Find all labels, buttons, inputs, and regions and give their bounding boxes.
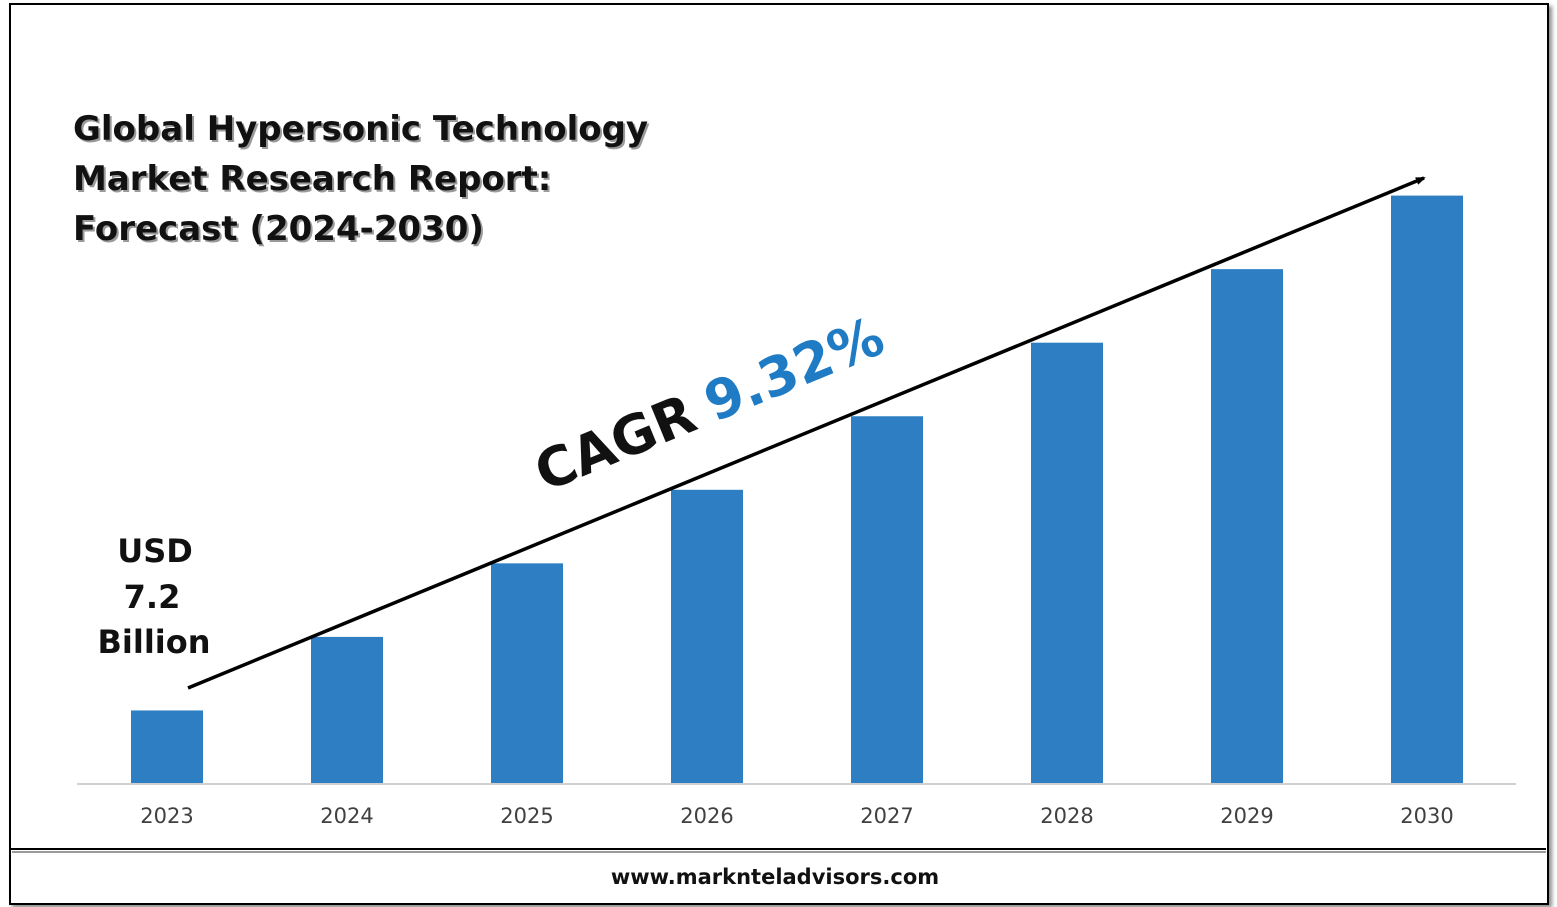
- chart-frame: [9, 3, 1549, 905]
- chart-title-line-2-shadow: Market Research Report:: [75, 161, 553, 201]
- bar-2030: [1391, 195, 1463, 784]
- chart-title-line-3: Forecast (2024-2030): [73, 209, 484, 249]
- cagr-value: 9.32%: [695, 305, 892, 435]
- x-tick-label-2028: 2028: [1040, 804, 1093, 828]
- start-label-value: 7.2: [124, 578, 181, 616]
- x-axis-tick-labels: 2023 2024 2025 2026 2027 2028 2029 2030: [140, 804, 1453, 828]
- x-tick-label-2026: 2026: [680, 804, 733, 828]
- x-tick-label-2023: 2023: [140, 804, 193, 828]
- footer-website[interactable]: www.marknteladvisors.com: [611, 865, 939, 889]
- bar-2028: [1031, 342, 1103, 784]
- x-tick-label-2025: 2025: [500, 804, 553, 828]
- start-label-currency: USD: [117, 532, 193, 570]
- chart-title-line-2: Market Research Report:: [73, 159, 551, 199]
- chart-title: Global Hypersonic Technology Global Hype…: [73, 109, 650, 251]
- trend-arrow: [187, 176, 1426, 690]
- x-tick-label-2024: 2024: [320, 804, 373, 828]
- bar-2025: [491, 563, 563, 784]
- start-label-unit: Billion: [97, 623, 210, 661]
- bar-2027: [851, 416, 923, 784]
- x-tick-label-2027: 2027: [860, 804, 913, 828]
- x-tick-label-2030: 2030: [1400, 804, 1453, 828]
- chart-title-line-1-shadow: Global Hypersonic Technology: [75, 111, 650, 151]
- chart-title-line-3-shadow: Forecast (2024-2030): [75, 211, 486, 251]
- bar-2024: [311, 636, 383, 784]
- bars: [131, 195, 1463, 784]
- bar-2026: [671, 489, 743, 784]
- start-value-label: USD 7.2 Billion: [97, 532, 210, 661]
- x-tick-label-2029: 2029: [1220, 804, 1273, 828]
- bar-2023: [131, 710, 203, 784]
- bar-2029: [1211, 269, 1283, 784]
- chart-title-line-1: Global Hypersonic Technology: [73, 109, 648, 149]
